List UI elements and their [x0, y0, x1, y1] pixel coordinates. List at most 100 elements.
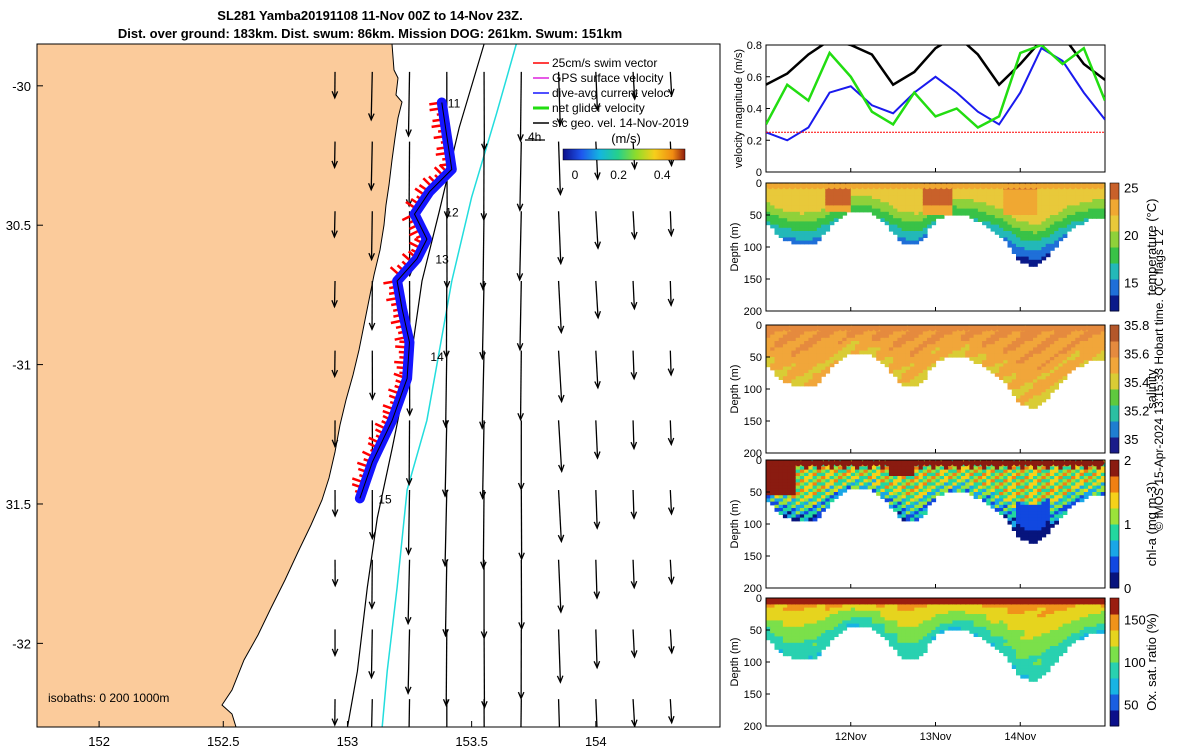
section-cell — [1058, 215, 1064, 219]
section-cell — [935, 614, 941, 618]
section-cell — [965, 482, 970, 487]
section-cell — [1075, 331, 1081, 336]
section-cell — [952, 199, 958, 203]
section-cell — [876, 617, 881, 621]
section-cell — [1062, 192, 1068, 197]
section-cell — [1028, 208, 1034, 213]
section-cell — [804, 192, 809, 197]
current-arrow — [557, 420, 565, 473]
section-cell — [884, 633, 890, 637]
section-cell — [799, 231, 805, 235]
section-cell — [833, 617, 839, 621]
section-cell — [922, 227, 928, 232]
section-cell — [1100, 488, 1106, 493]
section-cell — [999, 373, 1004, 377]
section-cell — [791, 633, 797, 637]
section-cell — [935, 610, 941, 615]
section-cell — [1033, 536, 1038, 541]
section-cell — [855, 610, 860, 615]
section-cell — [863, 344, 869, 348]
section-cell — [812, 231, 818, 235]
section-cell — [931, 620, 937, 625]
section-cell — [799, 199, 805, 203]
section-cell — [922, 623, 928, 628]
section-cell — [884, 350, 890, 355]
section-cell — [795, 649, 801, 653]
section-cell — [893, 485, 898, 490]
section-cell — [965, 610, 970, 615]
day-label: 13 — [435, 253, 449, 267]
map-xtick-label: 152 — [88, 734, 110, 749]
section-cell — [842, 476, 848, 480]
section-cell — [808, 488, 814, 493]
current-arrow — [516, 141, 524, 212]
section-cell — [804, 208, 809, 213]
section-cell — [994, 610, 1000, 615]
section-cell — [922, 498, 928, 503]
section-cell — [905, 617, 911, 621]
section-cell — [799, 472, 805, 477]
section-cell — [816, 208, 822, 213]
section-cell — [791, 501, 797, 506]
current-arrow — [630, 629, 638, 659]
section-cell — [1083, 331, 1089, 336]
section-cell — [1088, 331, 1093, 336]
section-cell — [910, 337, 915, 342]
colorbar-segment — [1110, 199, 1119, 216]
section-cell — [888, 366, 894, 371]
section-cell — [952, 331, 958, 336]
section-cell — [939, 617, 945, 621]
section-cell — [880, 347, 886, 352]
section-cell — [939, 347, 945, 352]
section-cell — [804, 328, 809, 332]
section-cell — [782, 504, 788, 509]
section-cell — [1062, 373, 1068, 377]
section-cell — [1054, 508, 1059, 512]
section-cell — [893, 620, 898, 625]
section-cell — [939, 607, 945, 612]
section-cell — [1028, 237, 1034, 242]
surface-sample — [895, 324, 903, 332]
section-cell — [838, 211, 843, 216]
section-cell — [787, 485, 792, 490]
section-cell — [931, 617, 937, 621]
section-cell — [965, 626, 970, 631]
section-cell — [897, 620, 903, 625]
section-cell — [880, 192, 886, 197]
section-cell — [846, 341, 852, 345]
section-cell — [782, 202, 788, 206]
section-cell — [918, 237, 924, 242]
section-cell — [850, 485, 856, 490]
section-cell — [804, 610, 809, 615]
section-cell — [1033, 334, 1038, 339]
section-cell — [770, 620, 775, 625]
section-cell — [1054, 202, 1059, 206]
section-cell — [799, 341, 805, 345]
section-cell — [1037, 224, 1042, 229]
section-cell — [880, 630, 886, 634]
section-cell — [1020, 401, 1026, 406]
current-arrow — [594, 211, 602, 250]
section-cell — [1092, 479, 1098, 483]
section-cell — [1028, 520, 1034, 525]
section-cell — [825, 466, 831, 471]
surface-sample — [1008, 324, 1015, 332]
section-cell — [855, 337, 860, 342]
section-cell — [1088, 192, 1093, 197]
section-cell — [1058, 472, 1064, 477]
section-cell — [969, 353, 975, 358]
section-cell — [1011, 498, 1017, 503]
section-cell — [816, 218, 822, 222]
section-cell — [1045, 395, 1051, 400]
surface-sample — [929, 324, 936, 332]
section-cell — [791, 211, 797, 216]
surface-sample — [946, 182, 953, 190]
colorbar-segment — [1110, 405, 1119, 422]
section-cell — [1071, 492, 1076, 496]
section-cell — [1071, 199, 1076, 203]
section-cell — [816, 202, 822, 206]
section-cell — [1066, 360, 1072, 364]
section-cell — [884, 492, 890, 496]
section-cell — [1100, 189, 1106, 194]
section-cell — [1058, 331, 1064, 336]
